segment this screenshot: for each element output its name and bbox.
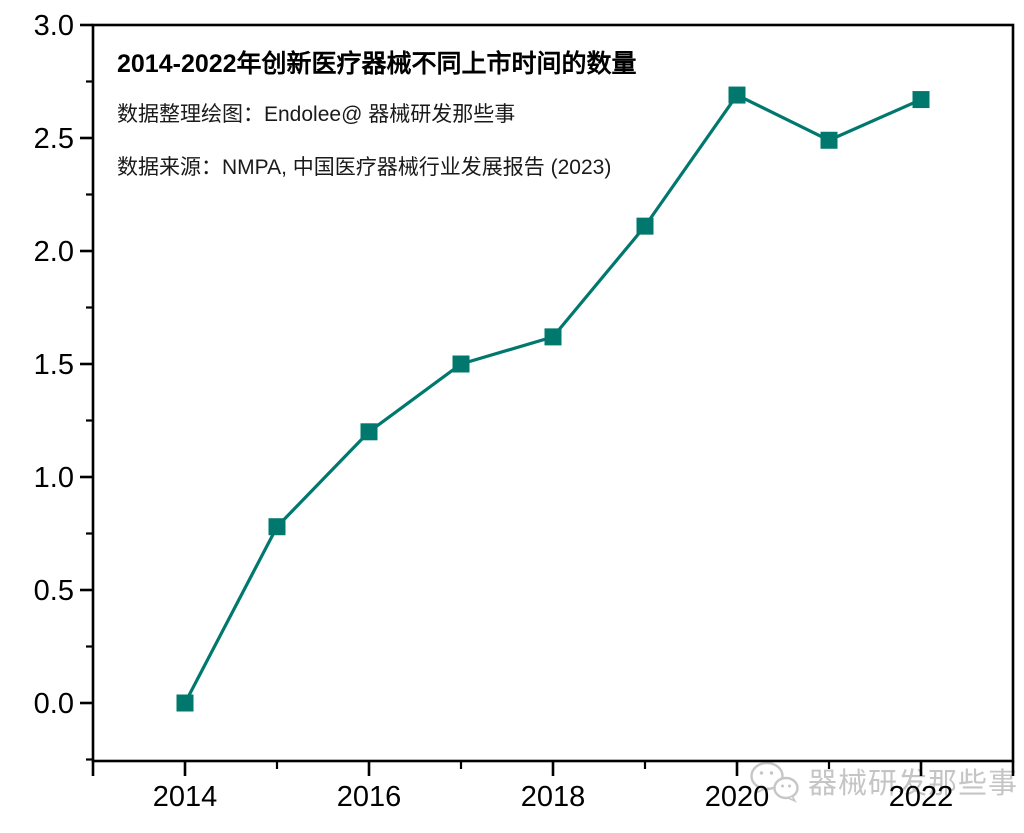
wechat-icon	[750, 761, 799, 803]
x-tick-label: 2016	[337, 781, 402, 813]
plot-frame	[91, 23, 1015, 763]
data-point-marker	[176, 694, 194, 712]
data-point-marker	[728, 86, 746, 104]
data-point-marker	[636, 217, 654, 235]
data-point-marker	[268, 518, 286, 536]
watermark-text: 器械研发那些事	[808, 768, 1019, 800]
y-tick-label: 0.5	[34, 575, 74, 607]
x-tick-label: 2018	[521, 781, 586, 813]
data-point-marker	[820, 131, 838, 149]
y-tick-label: 3.0	[34, 10, 74, 42]
x-tick-label: 2014	[153, 781, 218, 813]
data-point-marker	[360, 423, 378, 441]
y-tick-label: 0.0	[34, 688, 74, 720]
y-tick-label: 1.0	[34, 462, 74, 494]
data-point-marker	[912, 91, 930, 109]
x-tick-label: 2022	[889, 781, 954, 813]
data-line	[183, 93, 922, 704]
y-tick-label: 2.5	[34, 123, 74, 155]
x-tick-label: 2020	[705, 781, 770, 813]
y-tick-label: 2.0	[34, 236, 74, 268]
watermark: 器械研发那些事	[748, 758, 1018, 804]
y-tick-label: 1.5	[34, 349, 74, 381]
data-point-marker	[544, 328, 562, 346]
data-point-marker	[452, 355, 470, 373]
